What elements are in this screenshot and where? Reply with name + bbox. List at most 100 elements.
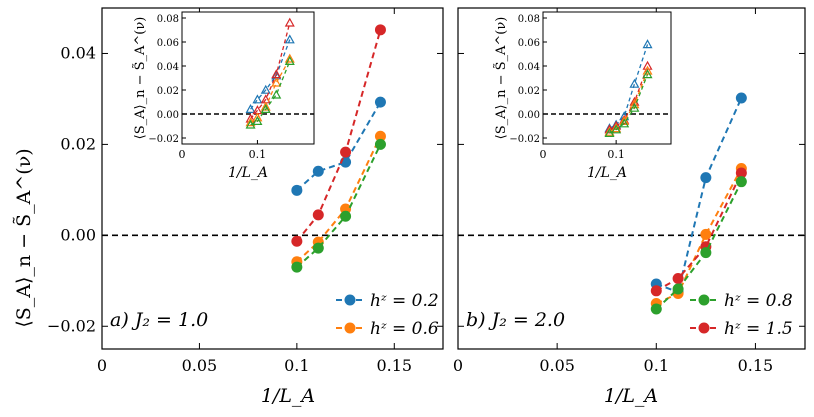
legend-marker: [344, 322, 356, 334]
data-point: [291, 261, 303, 273]
y-tick-label: −0.02: [47, 316, 96, 335]
series-line: [296, 143, 382, 268]
x-tick-label: 0: [453, 356, 463, 375]
inset-series-line: [250, 58, 291, 123]
inset-data-point: [252, 94, 263, 104]
data-point: [340, 146, 352, 158]
inset-y-tick-label: −0.02: [509, 134, 540, 145]
x-axis-label-a: 1/L_A: [261, 385, 315, 407]
data-point: [291, 184, 303, 196]
data-point: [291, 235, 303, 247]
inset-data-point: [611, 124, 622, 134]
data-point: [700, 228, 712, 240]
panel-annotation: b) J₂ = 2.0: [466, 309, 565, 331]
inset-y-tick-label: 0.04: [157, 62, 179, 73]
series-line: [296, 29, 382, 242]
inset-y-label: ⟨S_A⟩_n − S̃_A^(ν): [132, 17, 148, 140]
inset-y-tick-label: 0.02: [157, 86, 179, 97]
inset-y-tick-label: 0.00: [518, 110, 540, 121]
data-point: [374, 130, 386, 142]
series-line: [296, 101, 382, 192]
inset-data-point: [629, 78, 640, 88]
x-axis-label-b: 1/L_A: [604, 385, 658, 407]
data-point: [312, 242, 324, 254]
series-line: [655, 97, 743, 294]
inset-data-point: [284, 53, 295, 63]
data-point: [735, 167, 747, 179]
inset-chart: 0 0.1 −0.02 0.00 0.02 0.04 0.06 0.08 1/L_A ⟨S_A⟩_…: [493, 11, 672, 181]
x-tick-label: 0.05: [182, 356, 218, 375]
inset-data-point: [284, 17, 295, 27]
data-point: [700, 247, 712, 259]
legend: hᶻ = 0.2 hᶻ = 0.6: [336, 291, 439, 339]
inset-data-point: [642, 39, 653, 49]
inset-series-line: [609, 70, 649, 133]
inset-y-tick-label: 0.04: [518, 62, 540, 73]
series-line: [296, 135, 382, 263]
legend: hᶻ = 0.8 hᶻ = 1.5: [690, 291, 793, 339]
inset-y-tick-label: 0.06: [157, 38, 179, 49]
inset-data-point: [642, 69, 653, 79]
inset-y-tick-label: 0.00: [157, 110, 179, 121]
legend-marker: [698, 294, 710, 306]
plot-frame: [101, 7, 444, 350]
inset-x-label: 1/L_A: [587, 165, 627, 181]
legend-marker: [344, 294, 356, 306]
x-tick-label: 0.05: [539, 356, 575, 375]
x-tick-label: 0.15: [376, 356, 412, 375]
data-point: [650, 303, 662, 315]
data-point: [700, 172, 712, 184]
plot-frame: [457, 7, 806, 350]
inset-y-tick-label: 0.02: [518, 86, 540, 97]
series-line: [655, 172, 743, 292]
inset-data-point: [252, 115, 263, 126]
legend-label: hᶻ = 0.2: [370, 291, 439, 311]
x-tick-label: 0.1: [644, 356, 669, 375]
data-point: [374, 96, 386, 108]
inset-y-tick-label: 0.06: [518, 38, 540, 49]
data-point: [312, 209, 324, 221]
data-point: [340, 210, 352, 222]
panel-a: 0 0.05 0.1 0.15 −0.02 0.00 0.02 0.04 a) J₂ = 1.0…: [47, 7, 444, 375]
data-point: [735, 92, 747, 104]
data-point: [312, 165, 324, 177]
inset-data-point: [260, 84, 271, 94]
inset-data-point: [260, 103, 271, 114]
inset-data-point: [245, 117, 256, 127]
inset-y-tick-label: 0.08: [157, 14, 179, 25]
inset-data-point: [271, 77, 282, 87]
data-point: [374, 138, 386, 150]
inset-x-label: 1/L_A: [228, 165, 268, 181]
inset-data-point: [284, 34, 295, 44]
y-tick-label: 0.00: [60, 225, 96, 244]
inset-data-point: [284, 55, 295, 66]
inset-data-point: [642, 65, 653, 75]
inset-y-label: ⟨S_A⟩_n − S̃_A^(ν): [493, 17, 509, 140]
inset-y-tick-label: 0.08: [518, 14, 540, 25]
data-point: [735, 176, 747, 188]
inset-data-point: [619, 118, 630, 128]
x-tick-label: 0.1: [284, 356, 309, 375]
inset-data-point: [245, 103, 256, 114]
data-point: [650, 285, 662, 297]
y-tick-label: 0.02: [60, 134, 96, 153]
legend-label: hᶻ = 0.8: [724, 291, 793, 311]
inset-x-tick-label: 0: [540, 148, 547, 161]
inset-data-point: [629, 102, 640, 112]
data-point: [374, 24, 386, 36]
inset-data-point: [245, 119, 256, 129]
inset-x-tick-label: 0.1: [249, 148, 267, 161]
inset-x-tick-label: 0.1: [607, 148, 625, 161]
data-point: [672, 283, 684, 295]
panel-annotation: a) J₂ = 1.0: [110, 309, 208, 331]
legend-marker: [698, 322, 710, 334]
y-axis-label: ⟨S_A⟩_n − S̃_A^(ν): [13, 148, 35, 327]
legend-label: hᶻ = 1.5: [724, 319, 793, 339]
x-tick-label: 0.15: [738, 356, 774, 375]
inset-series-line: [609, 74, 649, 134]
x-tick-label: 0: [97, 356, 107, 375]
data-point: [672, 273, 684, 285]
inset-data-point: [271, 89, 282, 99]
legend-label: hᶻ = 0.6: [370, 319, 439, 339]
